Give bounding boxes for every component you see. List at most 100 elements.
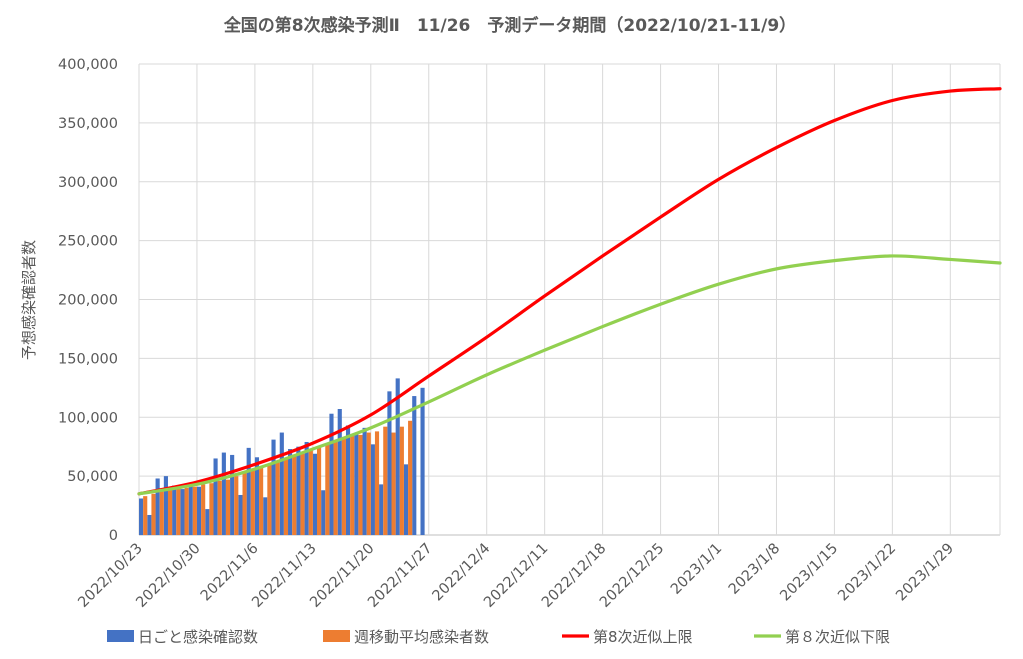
daily-cases-bar (230, 454, 235, 535)
weekly-average-bar (366, 432, 371, 535)
chart-title: 全国の第8次感染予測Ⅱ 11/26 予測データ期間（2022/10/21-11/… (223, 15, 796, 36)
x-tick-label: 2023/1/8 (726, 541, 783, 598)
x-tick-label: 2023/1/29 (893, 541, 957, 605)
legend-label: 第８次近似下限 (785, 628, 890, 646)
weekly-average-bar (192, 486, 197, 535)
daily-cases-bar (345, 425, 351, 535)
weekly-average-bar (374, 431, 380, 535)
daily-cases-bar (139, 498, 144, 535)
daily-cases-bar (304, 441, 309, 535)
daily-cases-bar (213, 458, 218, 535)
y-axis-label: 予想感染確認者数 (20, 240, 38, 360)
x-axis: 2022/10/232022/10/302022/11/62022/11/132… (75, 541, 957, 611)
weekly-average-bar (167, 490, 173, 535)
legend-label: 週移動平均感染者数 (354, 628, 489, 646)
y-axis: 0 50,000 100,000 150,000 200,000 250,000 300,0… (58, 57, 118, 544)
daily-cases-bar (271, 439, 276, 535)
x-tick-label: 2022/12/4 (430, 541, 494, 605)
legend-label: 日ごと感染確認数 (138, 628, 258, 646)
x-tick-label: 2023/1/1 (668, 541, 725, 598)
weekly-average-bar (267, 464, 272, 535)
weekly-average-bar (225, 479, 231, 535)
legend-weekly-average-swatch (323, 630, 350, 642)
daily-cases-bar (379, 484, 384, 535)
weekly-average-bar (399, 426, 404, 535)
weekly-average-bar (308, 450, 313, 535)
daily-cases-bar (403, 464, 409, 535)
daily-cases-bar (354, 433, 359, 535)
upper-bound-line (137, 87, 1002, 496)
weekly-average-bar (341, 437, 346, 535)
daily-cases-bar (387, 391, 392, 535)
daily-cases-bar (420, 387, 425, 535)
weekly-average-bar (325, 444, 330, 535)
daily-cases-bar (296, 446, 301, 535)
daily-cases-bar (180, 489, 185, 535)
weekly-average-bar (201, 484, 206, 535)
weekly-average-bar (317, 446, 322, 535)
y-tick-label: 250,000 (58, 234, 118, 250)
y-tick-label: 200,000 (58, 293, 118, 309)
lower-bound-line (137, 254, 1002, 496)
x-tick-label: 2023/1/22 (835, 541, 899, 605)
daily-cases-bar (221, 452, 226, 535)
daily-cases-bar (147, 514, 152, 535)
weekly-average-bar (275, 460, 280, 535)
series-lines (137, 87, 1002, 496)
weekly-average-bar (151, 493, 156, 535)
weekly-average-bar (292, 456, 297, 535)
x-tick-label: 2022/11/6 (198, 541, 262, 605)
weekly-average-bar (234, 476, 239, 536)
daily-cases-bar (395, 378, 400, 535)
y-tick-label: 400,000 (58, 57, 118, 73)
weekly-average-bar (259, 466, 264, 535)
weekly-average-bar (300, 453, 305, 535)
daily-cases-bar (312, 453, 317, 535)
weekly-average-bar (383, 426, 388, 535)
daily-cases-bar (254, 457, 260, 535)
daily-cases-bar (246, 447, 251, 535)
daily-cases-bar (188, 484, 193, 535)
weekly-average-bar (217, 480, 222, 535)
y-tick-label: 0 (109, 528, 118, 544)
weekly-average-bar (159, 491, 164, 535)
legend-daily-cases-swatch (107, 630, 134, 642)
weekly-average-bar (184, 487, 189, 535)
daily-cases-bar (196, 486, 202, 535)
daily-cases-bar (321, 490, 326, 535)
daily-cases-bar (288, 449, 293, 535)
weekly-average-bar (391, 432, 396, 535)
weekly-average-bar (209, 483, 214, 535)
weekly-average-bar (333, 441, 338, 535)
weekly-average-bar (408, 420, 413, 535)
daily-cases-bar (337, 409, 342, 535)
daily-cases-bar (329, 413, 334, 535)
y-tick-label: 300,000 (58, 175, 118, 191)
daily-cases-bar (155, 478, 160, 535)
x-tick-label: 2023/1/15 (777, 541, 841, 605)
weekly-average-bar (350, 436, 355, 535)
daily-cases-bar (362, 427, 367, 535)
legend-label: 第8次近似上限 (593, 628, 693, 646)
daily-cases-bar (172, 485, 177, 535)
weekly-average-bar (283, 458, 289, 535)
weekly-average-bar (358, 434, 363, 535)
bars (139, 378, 425, 536)
y-tick-label: 100,000 (58, 410, 118, 426)
daily-cases-bar (370, 444, 375, 535)
weekly-average-bar (242, 472, 247, 535)
weekly-average-bar (143, 496, 148, 535)
weekly-average-bar (250, 470, 255, 535)
daily-cases-bar (279, 432, 284, 535)
weekly-average-bar (176, 489, 181, 535)
y-tick-label: 350,000 (58, 116, 118, 132)
daily-cases-bar (205, 509, 210, 535)
daily-cases-bar (412, 396, 417, 535)
daily-cases-bar (163, 476, 168, 536)
daily-cases-bar (263, 497, 268, 535)
y-tick-label: 50,000 (67, 469, 118, 485)
daily-cases-bar (238, 494, 243, 535)
y-tick-label: 150,000 (58, 351, 118, 367)
legend: 日ごと感染確認数 週移動平均感染者数 第8次近似上限 第８次近似下限 (107, 628, 890, 646)
